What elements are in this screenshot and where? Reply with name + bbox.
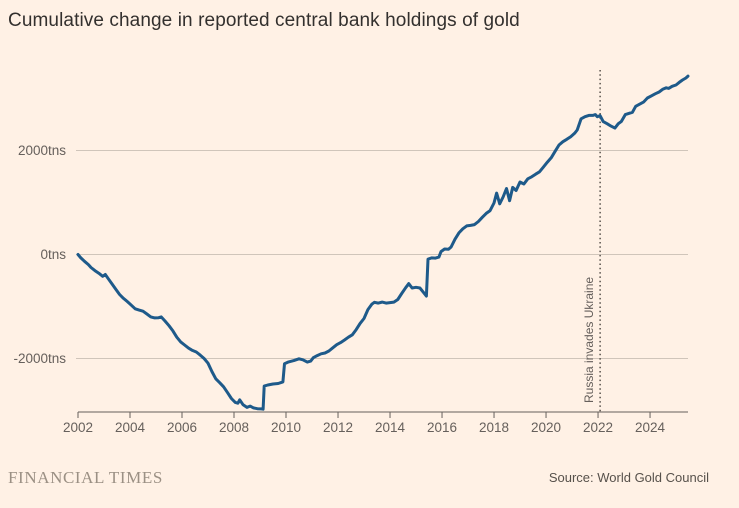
chart-title: Cumulative change in reported central ba…: [8, 10, 520, 31]
y-axis-label-0: 0tns: [40, 247, 66, 262]
x-axis-label-2006: 2006: [167, 420, 197, 435]
y-axis-label--2000: -2000tns: [13, 351, 66, 366]
x-axis-label-2024: 2024: [635, 420, 666, 435]
x-axis-label-2018: 2018: [479, 420, 509, 435]
x-axis-label-2010: 2010: [271, 420, 301, 435]
x-axis-label-2022: 2022: [583, 420, 613, 435]
x-axis-label-2008: 2008: [219, 420, 249, 435]
y-axis-label-2000: 2000tns: [18, 143, 66, 158]
chart-plot-area: 2000tns 0tns -2000tns 2002 2004 2006 2008 2010 2…: [13, 70, 690, 435]
data-line-gold-holdings: [76, 74, 690, 411]
x-axis-label-2002: 2002: [63, 420, 93, 435]
financial-times-logo: FINANCIAL TIMES: [8, 468, 163, 487]
x-axis-label-2014: 2014: [375, 420, 406, 435]
x-axis-label-2012: 2012: [323, 420, 353, 435]
x-axis-label-2016: 2016: [427, 420, 457, 435]
annotation-label-russia-invades-ukraine: Russia invades Ukraine: [582, 277, 596, 403]
x-axis-label-2020: 2020: [531, 420, 561, 435]
x-axis-label-2004: 2004: [115, 420, 146, 435]
source-credit: Source: World Gold Council: [548, 470, 709, 485]
